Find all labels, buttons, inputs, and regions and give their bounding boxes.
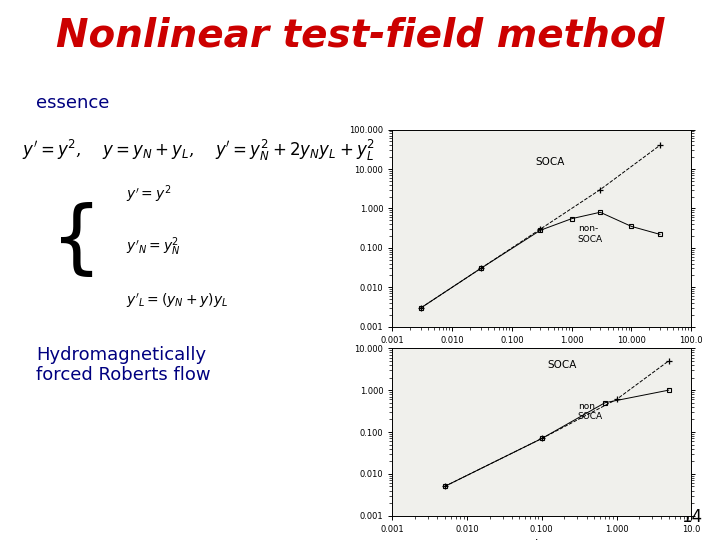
X-axis label: Lu: Lu [535, 539, 549, 540]
Text: $y' = y^2$: $y' = y^2$ [126, 184, 171, 205]
Text: Nonlinear test-field method: Nonlinear test-field method [55, 16, 665, 54]
Text: $\{$: $\{$ [50, 201, 94, 280]
Text: $y'_N = y_N^2$: $y'_N = y_N^2$ [126, 235, 181, 258]
Text: $y'_L = (y_N + y)y_L$: $y'_L = (y_N + y)y_L$ [126, 292, 228, 310]
Text: SOCA: SOCA [536, 157, 565, 167]
Text: non-
SOCA: non- SOCA [577, 224, 603, 244]
Text: essence: essence [36, 94, 109, 112]
Text: Hydromagnetically
forced Roberts flow: Hydromagnetically forced Roberts flow [36, 346, 211, 384]
Text: non
SOCA: non SOCA [577, 402, 603, 421]
Text: SOCA: SOCA [548, 360, 577, 370]
Text: $y' = y^2$,    $y = y_N + y_L$,    $y' = y_N^2 + 2y_N y_L + y_L^2$: $y' = y^2$, $y = y_N + y_L$, $y' = y_N^2… [22, 138, 374, 163]
X-axis label: Re$_u$: Re$_u$ [531, 350, 552, 364]
Text: 14: 14 [681, 509, 702, 526]
